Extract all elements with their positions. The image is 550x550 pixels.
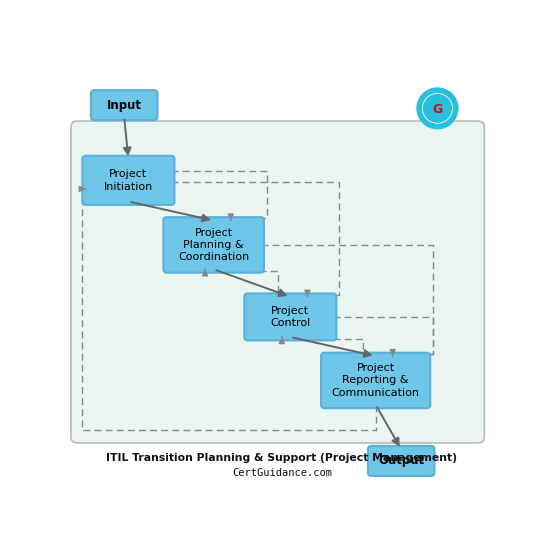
Text: ITIL Transition Planning & Support (Project Management): ITIL Transition Planning & Support (Proj…	[106, 453, 458, 463]
FancyBboxPatch shape	[71, 121, 485, 443]
Circle shape	[424, 95, 452, 122]
Circle shape	[417, 88, 458, 129]
Text: Project
Reporting &
Communication: Project Reporting & Communication	[332, 363, 420, 398]
FancyBboxPatch shape	[91, 90, 157, 120]
FancyBboxPatch shape	[321, 353, 430, 408]
Circle shape	[423, 94, 452, 123]
Text: G: G	[432, 103, 443, 115]
FancyBboxPatch shape	[244, 293, 337, 340]
FancyBboxPatch shape	[82, 156, 174, 205]
Text: Project
Control: Project Control	[270, 306, 311, 328]
FancyBboxPatch shape	[368, 446, 435, 476]
Text: Input: Input	[107, 98, 142, 112]
Text: Output: Output	[378, 454, 424, 467]
Text: Project
Planning &
Coordination: Project Planning & Coordination	[178, 228, 249, 262]
FancyBboxPatch shape	[163, 217, 264, 273]
Text: CertGuidance.com: CertGuidance.com	[232, 469, 332, 478]
Text: Project
Initiation: Project Initiation	[104, 169, 153, 191]
